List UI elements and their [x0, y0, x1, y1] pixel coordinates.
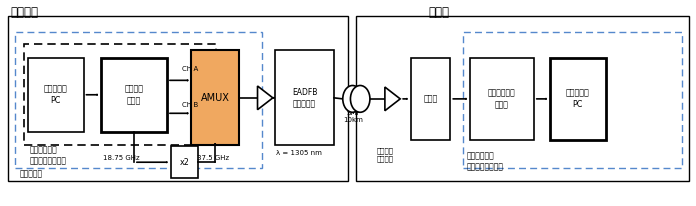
Text: オフライン
PC: オフライン PC: [566, 89, 590, 109]
Text: Ch A: Ch A: [182, 66, 198, 72]
Bar: [411, 58, 450, 140]
Text: 18.75 GHz: 18.75 GHz: [103, 154, 140, 161]
Bar: [28, 58, 84, 132]
Bar: [463, 32, 682, 168]
Text: オフライン
PC: オフライン PC: [44, 84, 68, 105]
Text: AMUX: AMUX: [200, 93, 230, 103]
Text: 帯域ダブラ: 帯域ダブラ: [19, 170, 42, 179]
Bar: [24, 44, 216, 145]
Polygon shape: [258, 86, 273, 110]
Text: 37.5 GHz: 37.5 GHz: [197, 154, 229, 161]
Text: デジタル信号
処理チップに相当: デジタル信号 処理チップに相当: [29, 145, 66, 166]
Text: 受信側: 受信側: [428, 6, 449, 19]
Text: 光ファイ
バアンプ: 光ファイ バアンプ: [377, 147, 393, 162]
Bar: [15, 32, 262, 168]
Bar: [8, 16, 348, 181]
Bar: [101, 58, 167, 132]
Bar: [275, 50, 334, 145]
Text: Ch B: Ch B: [182, 102, 198, 108]
Text: リアルタイム
オシロ: リアルタイム オシロ: [488, 89, 516, 109]
Ellipse shape: [343, 85, 363, 112]
Text: 任意波形
発生器: 任意波形 発生器: [125, 84, 143, 105]
Bar: [356, 16, 689, 181]
Bar: [171, 146, 198, 178]
Bar: [470, 58, 534, 140]
Text: 送信器側: 送信器側: [10, 6, 38, 19]
Text: λ = 1305 nm: λ = 1305 nm: [276, 150, 322, 156]
Text: x2: x2: [180, 158, 189, 167]
Ellipse shape: [350, 85, 370, 112]
Text: EADFB
モジュール: EADFB モジュール: [292, 88, 317, 108]
Bar: [550, 58, 606, 140]
Bar: [191, 50, 239, 145]
Text: デジタル信号
処理チップに相当: デジタル信号 処理チップに相当: [466, 152, 503, 172]
Polygon shape: [385, 87, 400, 111]
Text: 受光器: 受光器: [423, 94, 438, 103]
Text: SMF
10km: SMF 10km: [344, 110, 363, 123]
